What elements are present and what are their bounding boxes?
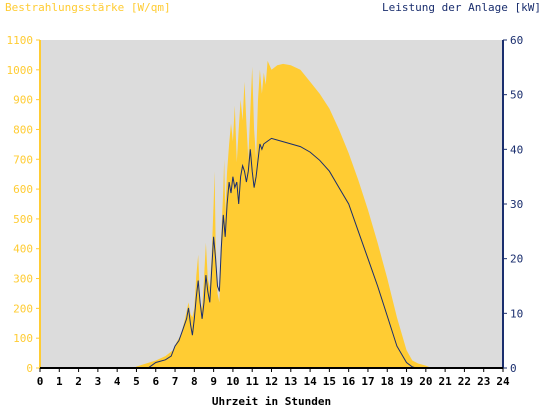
left-tick-label: 1000 [7,64,34,77]
x-tick-label: 2 [75,375,82,388]
left-tick-label: 500 [13,213,33,226]
right-tick-label: 20 [510,253,523,266]
left-tick-label: 100 [13,332,33,345]
right-axis-title: Leistung der Anlage [kW] [382,1,541,14]
x-tick-label: 22 [458,375,471,388]
x-tick-label: 18 [381,375,394,388]
right-tick-label: 50 [510,89,523,102]
right-tick-label: 30 [510,198,523,211]
x-tick-label: 4 [114,375,121,388]
x-tick-label: 0 [37,375,44,388]
left-tick-label: 400 [13,243,33,256]
x-tick-label: 21 [439,375,453,388]
power-line [40,137,503,369]
x-tick-label: 14 [303,375,317,388]
x-tick-label: 23 [477,375,490,388]
left-axis-title: Bestrahlungsstärke [W/qm] [5,1,171,14]
x-tick-label: 7 [172,375,179,388]
left-tick-label: 900 [13,94,33,107]
left-tick-label: 300 [13,273,33,286]
left-tick-label: 0 [26,362,33,375]
left-tick-label: 600 [13,183,33,196]
x-tick-label: 1 [56,375,63,388]
x-tick-label: 20 [419,375,432,388]
x-tick-label: 15 [323,375,336,388]
x-tick-label: 8 [191,375,198,388]
x-tick-label: 10 [226,375,239,388]
right-tick-label: 10 [510,307,523,320]
x-tick-label: 19 [400,375,413,388]
x-tick-label: 3 [95,375,102,388]
x-tick-label: 6 [152,375,159,388]
left-tick-label: 1100 [7,34,34,47]
right-tick-label: 40 [510,143,523,156]
x-tick-label: 9 [210,375,217,388]
irradiance-area [40,60,503,369]
left-tick-label: 700 [13,153,33,166]
right-tick-label: 60 [510,34,523,47]
x-tick-label: 5 [133,375,140,388]
x-tick-label: 13 [284,375,297,388]
right-tick-label: 0 [510,362,517,375]
left-tick-label: 200 [13,302,33,315]
x-axis-title: Uhrzeit in Stunden [212,395,331,408]
x-tick-label: 16 [342,375,356,388]
x-tick-label: 12 [265,375,278,388]
x-tick-label: 24 [496,375,510,388]
x-tick-label: 17 [361,375,374,388]
x-tick-label: 11 [246,375,260,388]
left-tick-label: 800 [13,123,33,136]
